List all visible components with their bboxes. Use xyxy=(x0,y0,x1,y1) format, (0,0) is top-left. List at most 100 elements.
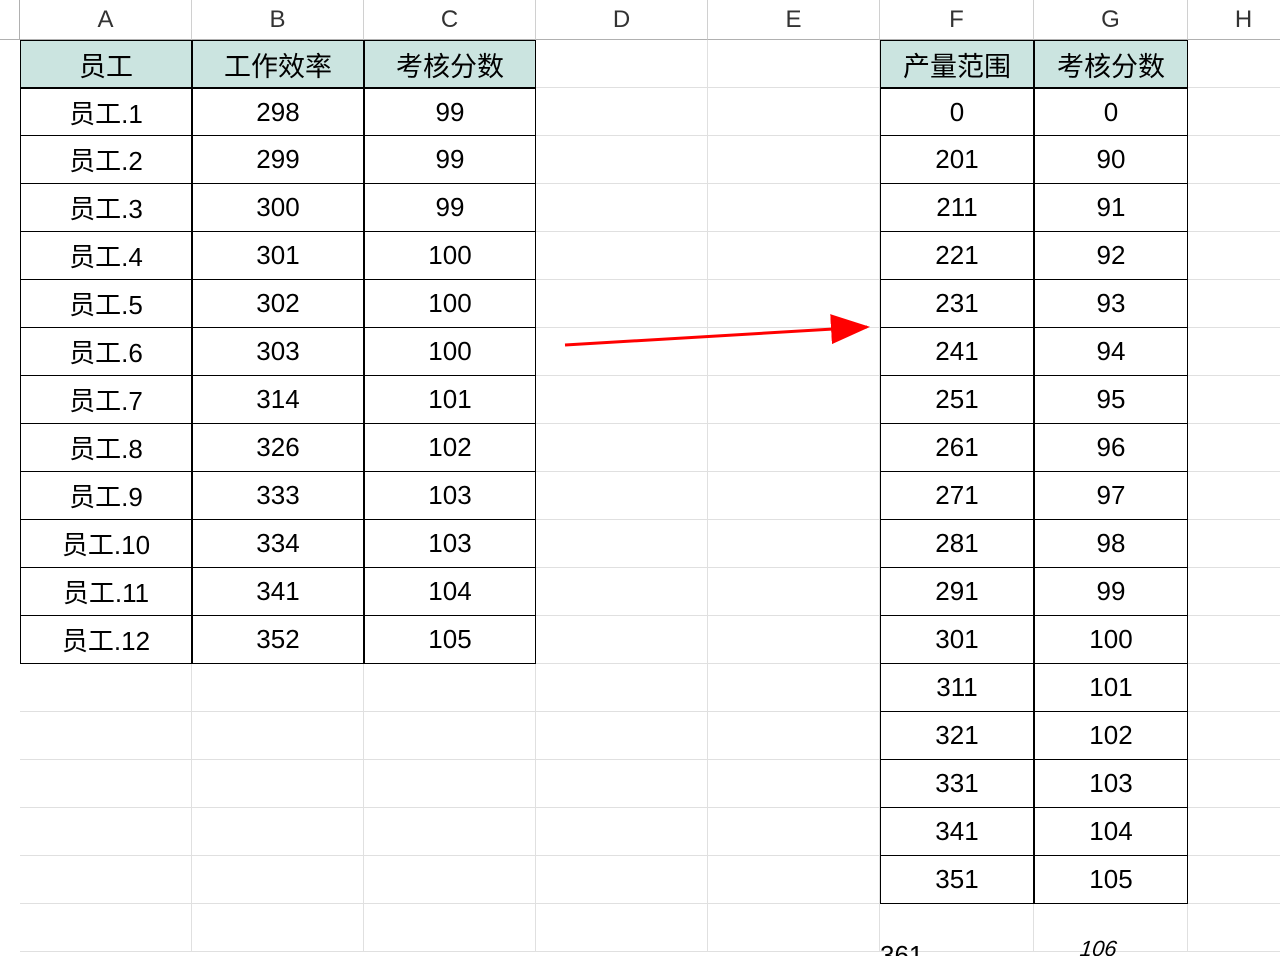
cell-D7[interactable] xyxy=(536,328,708,376)
cell-F2[interactable]: 0 xyxy=(880,88,1034,136)
cell-B4[interactable]: 300 xyxy=(192,184,364,232)
cell-E1[interactable] xyxy=(708,40,880,88)
cell-E11[interactable] xyxy=(708,520,880,568)
col-header-C[interactable]: C xyxy=(364,0,536,40)
cell-H4[interactable] xyxy=(1188,184,1280,232)
cell-B13[interactable]: 352 xyxy=(192,616,364,664)
cell-C14[interactable] xyxy=(364,664,536,712)
cell-C1[interactable]: 考核分数 xyxy=(364,40,536,88)
cell-A10[interactable]: 员工.9 xyxy=(20,472,192,520)
cell-B9[interactable]: 326 xyxy=(192,424,364,472)
cell-A4[interactable]: 员工.3 xyxy=(20,184,192,232)
cell-G6[interactable]: 93 xyxy=(1034,280,1188,328)
cell-F16[interactable]: 331 xyxy=(880,760,1034,808)
cell-G14[interactable]: 101 xyxy=(1034,664,1188,712)
cell-D8[interactable] xyxy=(536,376,708,424)
col-header-B[interactable]: B xyxy=(192,0,364,40)
cell-E10[interactable] xyxy=(708,472,880,520)
cell-F11[interactable]: 281 xyxy=(880,520,1034,568)
cell-D15[interactable] xyxy=(536,712,708,760)
cell-C4[interactable]: 99 xyxy=(364,184,536,232)
cell-B2[interactable]: 298 xyxy=(192,88,364,136)
cell-H1[interactable] xyxy=(1188,40,1280,88)
cell-H15[interactable] xyxy=(1188,712,1280,760)
cell-B19[interactable] xyxy=(192,904,364,952)
cell-H17[interactable] xyxy=(1188,808,1280,856)
cell-E16[interactable] xyxy=(708,760,880,808)
cell-A18[interactable] xyxy=(20,856,192,904)
cell-C8[interactable]: 101 xyxy=(364,376,536,424)
cell-G1[interactable]: 考核分数 xyxy=(1034,40,1188,88)
cell-D5[interactable] xyxy=(536,232,708,280)
cell-D10[interactable] xyxy=(536,472,708,520)
col-header-F[interactable]: F xyxy=(880,0,1034,40)
cell-G17[interactable]: 104 xyxy=(1034,808,1188,856)
cell-G18[interactable]: 105 xyxy=(1034,856,1188,904)
cell-F9[interactable]: 261 xyxy=(880,424,1034,472)
cell-H14[interactable] xyxy=(1188,664,1280,712)
cell-A16[interactable] xyxy=(20,760,192,808)
cell-B3[interactable]: 299 xyxy=(192,136,364,184)
cell-D16[interactable] xyxy=(536,760,708,808)
cell-H3[interactable] xyxy=(1188,136,1280,184)
cell-F12[interactable]: 291 xyxy=(880,568,1034,616)
cell-D9[interactable] xyxy=(536,424,708,472)
cell-C5[interactable]: 100 xyxy=(364,232,536,280)
cell-B15[interactable] xyxy=(192,712,364,760)
cell-B5[interactable]: 301 xyxy=(192,232,364,280)
cell-E7[interactable] xyxy=(708,328,880,376)
cell-C11[interactable]: 103 xyxy=(364,520,536,568)
cell-F5[interactable]: 221 xyxy=(880,232,1034,280)
cell-G12[interactable]: 99 xyxy=(1034,568,1188,616)
cell-E3[interactable] xyxy=(708,136,880,184)
cell-E9[interactable] xyxy=(708,424,880,472)
cell-H10[interactable] xyxy=(1188,472,1280,520)
cell-B8[interactable]: 314 xyxy=(192,376,364,424)
cell-A3[interactable]: 员工.2 xyxy=(20,136,192,184)
cell-D18[interactable] xyxy=(536,856,708,904)
cell-H11[interactable] xyxy=(1188,520,1280,568)
cell-G10[interactable]: 97 xyxy=(1034,472,1188,520)
col-header-G[interactable]: G xyxy=(1034,0,1188,40)
cell-G4[interactable]: 91 xyxy=(1034,184,1188,232)
cell-E18[interactable] xyxy=(708,856,880,904)
cell-C15[interactable] xyxy=(364,712,536,760)
cell-E15[interactable] xyxy=(708,712,880,760)
cell-D1[interactable] xyxy=(536,40,708,88)
cell-H19[interactable] xyxy=(1188,904,1280,952)
cell-A5[interactable]: 员工.4 xyxy=(20,232,192,280)
cell-B16[interactable] xyxy=(192,760,364,808)
cell-G2[interactable]: 0 xyxy=(1034,88,1188,136)
cell-A13[interactable]: 员工.12 xyxy=(20,616,192,664)
select-all-corner[interactable] xyxy=(0,0,20,40)
cell-E8[interactable] xyxy=(708,376,880,424)
cell-D14[interactable] xyxy=(536,664,708,712)
cell-D17[interactable] xyxy=(536,808,708,856)
cell-B12[interactable]: 341 xyxy=(192,568,364,616)
cell-E13[interactable] xyxy=(708,616,880,664)
cell-G15[interactable]: 102 xyxy=(1034,712,1188,760)
cell-C3[interactable]: 99 xyxy=(364,136,536,184)
cell-C18[interactable] xyxy=(364,856,536,904)
cell-H16[interactable] xyxy=(1188,760,1280,808)
cell-C10[interactable]: 103 xyxy=(364,472,536,520)
cell-A12[interactable]: 员工.11 xyxy=(20,568,192,616)
cell-G7[interactable]: 94 xyxy=(1034,328,1188,376)
cell-C16[interactable] xyxy=(364,760,536,808)
cell-E4[interactable] xyxy=(708,184,880,232)
cell-C2[interactable]: 99 xyxy=(364,88,536,136)
cell-E17[interactable] xyxy=(708,808,880,856)
cell-H6[interactable] xyxy=(1188,280,1280,328)
cell-F7[interactable]: 241 xyxy=(880,328,1034,376)
cell-G9[interactable]: 96 xyxy=(1034,424,1188,472)
cell-D11[interactable] xyxy=(536,520,708,568)
cell-A17[interactable] xyxy=(20,808,192,856)
cell-C9[interactable]: 102 xyxy=(364,424,536,472)
cell-F3[interactable]: 201 xyxy=(880,136,1034,184)
col-header-A[interactable]: A xyxy=(20,0,192,40)
cell-H13[interactable] xyxy=(1188,616,1280,664)
cell-H2[interactable] xyxy=(1188,88,1280,136)
cell-D19[interactable] xyxy=(536,904,708,952)
cell-A11[interactable]: 员工.10 xyxy=(20,520,192,568)
cell-E5[interactable] xyxy=(708,232,880,280)
